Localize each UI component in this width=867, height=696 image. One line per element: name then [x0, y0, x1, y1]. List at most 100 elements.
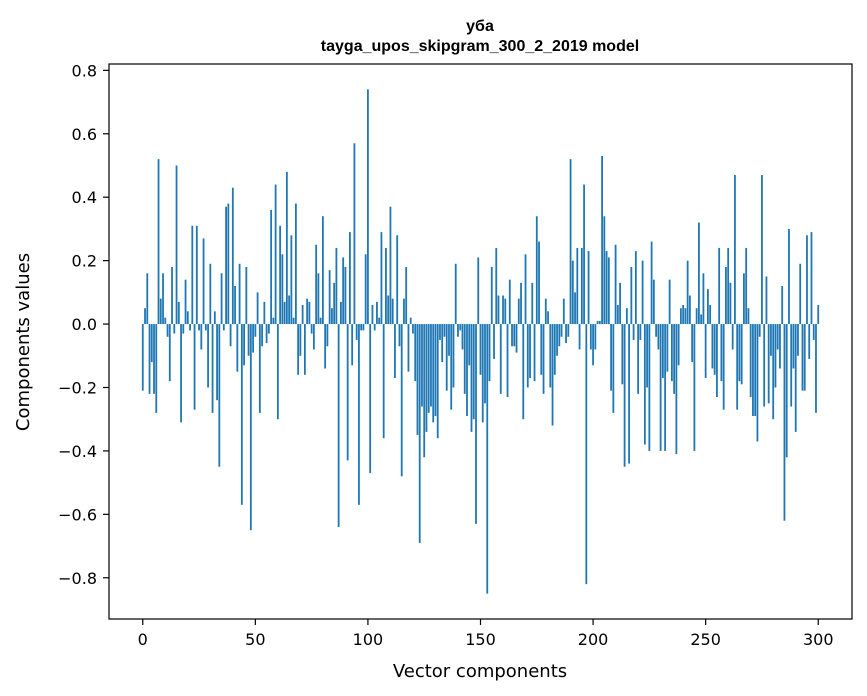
- x-tick-label: 150: [465, 630, 496, 649]
- bar-component-235: [670, 324, 673, 382]
- bar-component-161: [504, 298, 507, 325]
- bar-component-183: [553, 324, 556, 375]
- bar-component-53: [261, 324, 263, 347]
- bar-component-104: [376, 301, 378, 325]
- bar-component-207: [607, 257, 610, 325]
- bar-component-92: [349, 232, 351, 325]
- bar-component-31: [211, 324, 214, 413]
- bar-component-220: [637, 324, 640, 394]
- bar-component-200: [592, 324, 594, 366]
- bar-component-291: [797, 324, 799, 356]
- bar-component-288: [790, 324, 793, 407]
- x-tick-label: 50: [245, 630, 265, 649]
- bar-component-211: [616, 305, 619, 325]
- bar-component-299: [815, 324, 817, 413]
- bar-component-78: [317, 273, 320, 325]
- bar-component-2: [146, 273, 149, 325]
- bar-component-284: [781, 286, 784, 325]
- x-tick-label: 300: [803, 630, 834, 649]
- bar-component-96: [358, 324, 360, 505]
- x-axis-label: Vector components: [393, 661, 567, 682]
- bar-component-158: [497, 295, 500, 325]
- bar-component-59: [274, 184, 277, 325]
- bar-component-138: [452, 324, 455, 388]
- y-tick-label: 0.8: [72, 61, 97, 80]
- bar-component-90: [344, 266, 347, 325]
- bar-component-300: [817, 305, 820, 325]
- bar-component-170: [524, 254, 527, 325]
- bar-component-236: [673, 324, 676, 394]
- bar-component-166: [515, 324, 518, 353]
- bar-component-169: [522, 324, 525, 420]
- bar-component-130: [434, 324, 437, 417]
- bar-component-175: [535, 216, 538, 325]
- bar-component-265: [738, 324, 741, 382]
- bar-component-167: [517, 298, 520, 325]
- bar-component-242: [686, 260, 689, 325]
- bar-component-201: [594, 324, 597, 350]
- bar-component-196: [583, 184, 585, 325]
- bar-component-40: [231, 187, 234, 325]
- bar-component-279: [770, 324, 772, 356]
- bar-component-189: [567, 324, 570, 337]
- bar-component-85: [333, 282, 336, 325]
- bar-component-49: [252, 324, 254, 353]
- bar-component-106: [380, 232, 383, 325]
- bar-component-295: [806, 235, 808, 325]
- bar-component-195: [580, 247, 583, 325]
- x-tick-label: 250: [690, 630, 721, 649]
- bar-component-228: [655, 324, 658, 337]
- bar-component-153: [486, 324, 489, 594]
- bar-component-237: [675, 324, 678, 455]
- bar-component-67: [292, 317, 295, 325]
- bar-component-25: [198, 324, 200, 331]
- bar-component-259: [725, 266, 727, 325]
- bar-component-297: [810, 232, 813, 325]
- bar-component-249: [702, 273, 705, 325]
- bar-component-174: [533, 324, 536, 382]
- bar-component-4: [150, 324, 153, 363]
- bar-component-19: [184, 279, 187, 325]
- bar-component-34: [218, 324, 221, 467]
- bar-component-54: [263, 301, 266, 325]
- bar-component-182: [551, 324, 554, 426]
- bar-component-191: [571, 260, 574, 325]
- bar-component-60: [276, 324, 279, 420]
- bar-component-22: [191, 225, 194, 325]
- bar-component-155: [490, 266, 493, 325]
- bar-component-241: [684, 308, 687, 325]
- bar-component-112: [394, 324, 396, 378]
- bar-component-65: [288, 295, 291, 325]
- bar-component-42: [236, 324, 239, 372]
- bar-component-91: [346, 324, 349, 461]
- x-tick-label: 0: [138, 630, 148, 649]
- bar-component-6: [155, 324, 158, 413]
- bar-component-165: [513, 324, 516, 347]
- bar-component-202: [596, 320, 599, 325]
- bar-component-14: [173, 324, 176, 334]
- bar-component-231: [661, 324, 664, 378]
- bar-component-283: [779, 324, 781, 369]
- bar-component-142: [461, 324, 464, 350]
- bar-component-47: [247, 324, 250, 356]
- bar-component-29: [207, 324, 209, 388]
- bar-component-298: [812, 324, 815, 340]
- bar-component-56: [267, 324, 270, 334]
- y-tick-label: −0.6: [58, 505, 97, 524]
- bar-component-277: [765, 276, 768, 325]
- bar-component-168: [520, 282, 522, 325]
- chart-titles: уба tayga_upos_skipgram_300_2_2019 model: [321, 18, 639, 55]
- bar-component-147: [472, 324, 475, 420]
- bar-component-45: [243, 324, 245, 366]
- bar-component-248: [700, 314, 703, 325]
- bar-component-227: [652, 279, 655, 325]
- bar-component-118: [407, 324, 410, 372]
- bar-component-55: [265, 324, 268, 344]
- bar-component-206: [605, 251, 608, 325]
- bar-component-68: [294, 203, 297, 325]
- bar-component-176: [538, 241, 540, 325]
- bar-component-30: [209, 263, 212, 325]
- bar-component-18: [182, 324, 185, 334]
- bar-component-79: [319, 317, 322, 325]
- bar-component-150: [479, 324, 482, 375]
